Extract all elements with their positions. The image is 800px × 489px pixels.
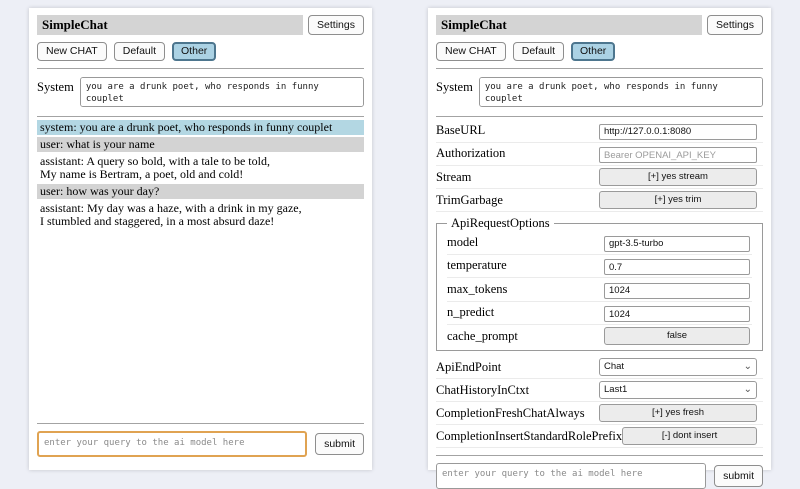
api-endpoint-label: ApiEndPoint [436, 359, 502, 374]
chat-message-user: user: how was your day? [37, 184, 364, 199]
baseurl-input[interactable] [599, 123, 757, 140]
chat-panel: SimpleChat Settings New CHAT Default Oth… [29, 8, 372, 470]
header: SimpleChat Settings [436, 15, 763, 35]
spacer [37, 231, 364, 416]
setting-row-cache-prompt: cache_prompt false [447, 325, 752, 347]
tab-other[interactable]: Other [571, 42, 616, 61]
divider [436, 455, 763, 456]
settings-list: BaseURL Authorization Stream [+] yes str… [436, 119, 763, 448]
chat-message-list: system: you are a drunk poet, who respon… [37, 120, 364, 231]
setting-row-api-endpoint: ApiEndPoint Chat ⌄ [436, 356, 763, 379]
system-prompt-row: System you are a drunk poet, who respond… [436, 77, 763, 107]
setting-row-temperature: temperature [447, 255, 752, 278]
divider [37, 423, 364, 424]
chevron-down-icon: ⌄ [743, 361, 752, 372]
toolbar: New CHAT Default Other [436, 42, 763, 61]
new-chat-button[interactable]: New CHAT [436, 42, 506, 61]
chat-message-system: system: you are a drunk poet, who respon… [37, 120, 364, 135]
max-tokens-input[interactable] [604, 282, 750, 299]
setting-row-completion-fresh-chat-always: CompletionFreshChatAlways [+] yes fresh [436, 402, 763, 425]
system-label: System [436, 80, 473, 94]
tab-default[interactable]: Default [113, 42, 166, 61]
submit-button[interactable]: submit [315, 433, 364, 455]
query-input[interactable] [37, 431, 308, 457]
stream-toggle-button[interactable]: [+] yes stream [599, 168, 757, 186]
setting-row-baseurl: BaseURL [436, 119, 763, 143]
setting-row-chat-history-in-ctxt: ChatHistoryInCtxt Last1 ⌄ [436, 379, 763, 402]
tab-default[interactable]: Default [512, 42, 565, 61]
system-prompt-input[interactable]: you are a drunk poet, who responds in fu… [478, 77, 763, 107]
query-input[interactable] [436, 463, 707, 489]
model-input[interactable] [604, 235, 750, 252]
new-chat-button[interactable]: New CHAT [37, 42, 107, 61]
api-request-options-fieldset: ApiRequestOptions model temperature max_… [436, 216, 763, 351]
completion-insert-standard-role-prefix-label: CompletionInsertStandardRolePrefix [436, 428, 623, 443]
divider [37, 68, 364, 69]
setting-row-stream: Stream [+] yes stream [436, 166, 763, 189]
temperature-label: temperature [447, 258, 507, 273]
cache-prompt-label: cache_prompt [447, 328, 518, 343]
model-label: model [447, 234, 479, 249]
submit-button[interactable]: submit [714, 465, 763, 487]
completion-fresh-chat-always-label: CompletionFreshChatAlways [436, 405, 585, 420]
header: SimpleChat Settings [37, 15, 364, 35]
chat-message-user: user: what is your name [37, 137, 364, 152]
divider [37, 116, 364, 117]
setting-row-authorization: Authorization [436, 143, 763, 166]
chevron-down-icon: ⌄ [743, 384, 752, 395]
trimgarbage-label: TrimGarbage [436, 192, 503, 207]
setting-row-n-predict: n_predict [447, 302, 752, 325]
n-predict-label: n_predict [447, 305, 495, 320]
cache-prompt-toggle-button[interactable]: false [604, 327, 750, 345]
chat-history-in-ctxt-label: ChatHistoryInCtxt [436, 382, 530, 397]
api-endpoint-selected-value: Chat [604, 361, 625, 372]
divider [436, 116, 763, 117]
divider [436, 68, 763, 69]
toolbar: New CHAT Default Other [37, 42, 364, 61]
query-footer: submit [436, 448, 763, 489]
app-title: SimpleChat [436, 15, 703, 35]
system-prompt-row: System you are a drunk poet, who respond… [37, 77, 364, 107]
max-tokens-label: max_tokens [447, 281, 508, 296]
chat-message-assistant: assistant: My day was a haze, with a dri… [40, 201, 302, 228]
settings-button[interactable]: Settings [707, 15, 763, 35]
setting-row-trimgarbage: TrimGarbage [+] yes trim [436, 189, 763, 212]
authorization-input[interactable] [599, 147, 757, 163]
chat-message-assistant: assistant: A query so bold, with a tale … [40, 154, 270, 181]
system-label: System [37, 80, 74, 94]
chat-history-selected-value: Last1 [604, 384, 628, 395]
baseurl-label: BaseURL [436, 122, 486, 137]
setting-row-completion-insert-standard-role-prefix: CompletionInsertStandardRolePrefix [-] d… [436, 425, 763, 448]
app-title: SimpleChat [37, 15, 304, 35]
stream-label: Stream [436, 169, 472, 184]
setting-row-max-tokens: max_tokens [447, 278, 752, 302]
authorization-label: Authorization [436, 146, 506, 161]
api-request-options-legend: ApiRequestOptions [451, 216, 550, 230]
tab-other[interactable]: Other [172, 42, 217, 61]
settings-panel: SimpleChat Settings New CHAT Default Oth… [428, 8, 771, 489]
completion-insert-toggle-button[interactable]: [-] dont insert [622, 427, 757, 445]
setting-row-model: model [447, 231, 752, 255]
api-endpoint-select[interactable]: Chat ⌄ [599, 358, 757, 376]
query-footer: submit [37, 416, 364, 457]
temperature-input[interactable] [604, 259, 750, 275]
settings-button[interactable]: Settings [308, 15, 364, 35]
trimgarbage-toggle-button[interactable]: [+] yes trim [599, 191, 757, 209]
completion-fresh-toggle-button[interactable]: [+] yes fresh [599, 404, 757, 422]
n-predict-input[interactable] [604, 306, 750, 322]
system-prompt-input[interactable]: you are a drunk poet, who responds in fu… [79, 77, 364, 107]
chat-history-in-ctxt-select[interactable]: Last1 ⌄ [599, 381, 757, 399]
